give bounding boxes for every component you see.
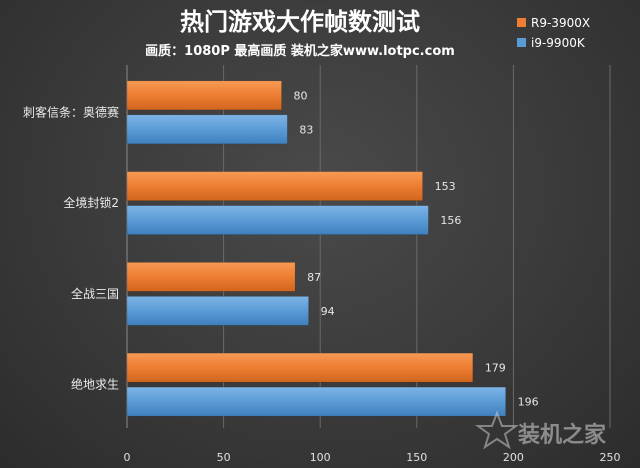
category-label: 刺客信条：奥德赛	[23, 104, 119, 119]
category-label: 绝地求生	[71, 377, 119, 392]
bars: 80 83 153 156 87 94 179 196	[126, 80, 539, 417]
chart-title: 热门游戏大作帧数测试	[180, 8, 420, 36]
x-tick-label: 250	[600, 451, 621, 464]
data-label: 83	[299, 123, 313, 136]
x-axis-ticks: 0 50 100 150 200 250	[124, 451, 621, 464]
x-tick-label: 150	[406, 451, 427, 464]
data-label: 153	[435, 180, 456, 193]
bar-r9-3900x	[126, 171, 423, 201]
chart-subtitle: 画质：1080P 最高画质 装机之家www.lotpc.com	[145, 43, 455, 59]
bar-i9-9900k	[126, 114, 288, 145]
legend-swatch	[517, 18, 526, 27]
bar-i9-9900k	[126, 296, 309, 326]
legend-label: i9-9900K	[531, 36, 586, 50]
data-label: 196	[518, 396, 539, 409]
bar-i9-9900k	[126, 386, 506, 417]
bar-r9-3900x	[126, 80, 282, 111]
x-tick-label: 50	[217, 451, 231, 464]
category-label: 全境封锁2	[63, 195, 119, 210]
legend-swatch	[517, 38, 526, 47]
x-tick-label: 100	[310, 451, 331, 464]
data-label: 156	[440, 214, 461, 227]
x-tick-label: 200	[503, 451, 524, 464]
data-label: 94	[321, 305, 335, 318]
data-label: 80	[294, 89, 308, 102]
data-label: 87	[307, 271, 321, 284]
x-tick-label: 0	[124, 451, 131, 464]
watermark-star-icon	[474, 410, 520, 450]
watermark-text: 装机之家	[518, 422, 607, 448]
legend: R9-3900X i9-9900K	[517, 16, 590, 50]
data-label: 179	[485, 362, 506, 375]
bar-i9-9900k	[126, 205, 429, 235]
bar-r9-3900x	[126, 262, 296, 292]
bar-r9-3900x	[126, 352, 474, 383]
category-label: 全战三国	[71, 286, 119, 301]
legend-label: R9-3900X	[531, 16, 590, 30]
watermark: 装机之家	[474, 410, 607, 450]
